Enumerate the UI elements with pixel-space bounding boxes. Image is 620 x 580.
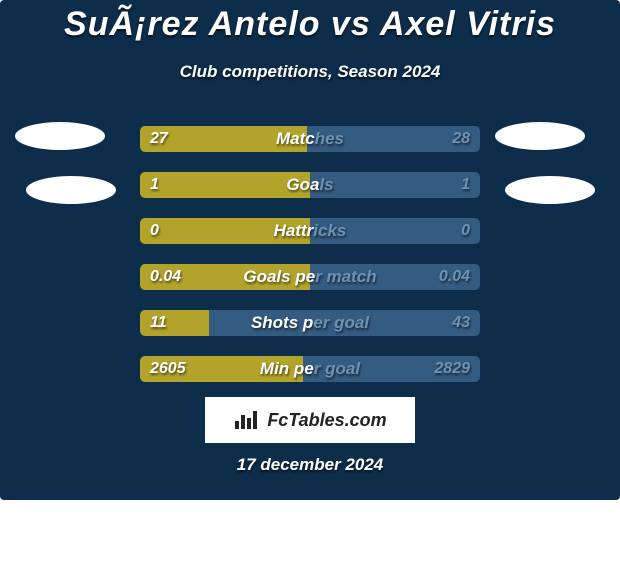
stat-value-player2: 1 xyxy=(461,172,470,198)
stat-value-player1: 11 xyxy=(150,310,167,336)
stat-value-player2: 28 xyxy=(452,126,470,152)
stat-label: Matches xyxy=(140,126,480,152)
player1-club-logo xyxy=(26,176,116,204)
stat-row: Goals1 1 xyxy=(140,172,480,198)
stat-value-player2: 43 xyxy=(452,310,470,336)
subtitle: Club competitions, Season 2024 xyxy=(0,62,620,82)
stat-label: Goals xyxy=(140,172,480,198)
stat-label: Goals per match xyxy=(140,264,480,290)
stat-value-player1: 0.04 xyxy=(150,264,181,290)
stat-value-player1: 2605 xyxy=(150,356,186,382)
player1-photo xyxy=(15,122,105,150)
stat-row: Matches27 28 xyxy=(140,126,480,152)
bars-icon xyxy=(233,409,261,431)
stat-value-player2: 0 xyxy=(461,218,470,244)
page-title: SuÃ¡rez Antelo vs Axel Vitris xyxy=(0,5,620,44)
logo-text: FcTables.com xyxy=(267,410,386,431)
fctables-logo: FcTables.com xyxy=(205,397,415,443)
stat-value-player1: 1 xyxy=(150,172,159,198)
stat-label: Min per goal xyxy=(140,356,480,382)
comparison-card: SuÃ¡rez Antelo vs Axel Vitris Club compe… xyxy=(0,0,620,500)
stat-row: Hattricks0 0 xyxy=(140,218,480,244)
player2-photo xyxy=(495,122,585,150)
date-text: 17 december 2024 xyxy=(0,455,620,475)
stat-value-player1: 0 xyxy=(150,218,159,244)
stat-value-player2: 2829 xyxy=(434,356,470,382)
stat-label: Hattricks xyxy=(140,218,480,244)
player2-club-logo xyxy=(505,176,595,204)
stats-bars: Matches2728Goals11Hattricks00Goals per m… xyxy=(140,126,480,402)
stat-label: Shots per goal xyxy=(140,310,480,336)
stat-value-player2: 0.04 xyxy=(439,264,470,290)
stat-row: Shots per goal11 43 xyxy=(140,310,480,336)
stat-row: Min per goal2605 2829 xyxy=(140,356,480,382)
stat-row: Goals per match0.04 0.04 xyxy=(140,264,480,290)
stat-value-player1: 27 xyxy=(150,126,168,152)
